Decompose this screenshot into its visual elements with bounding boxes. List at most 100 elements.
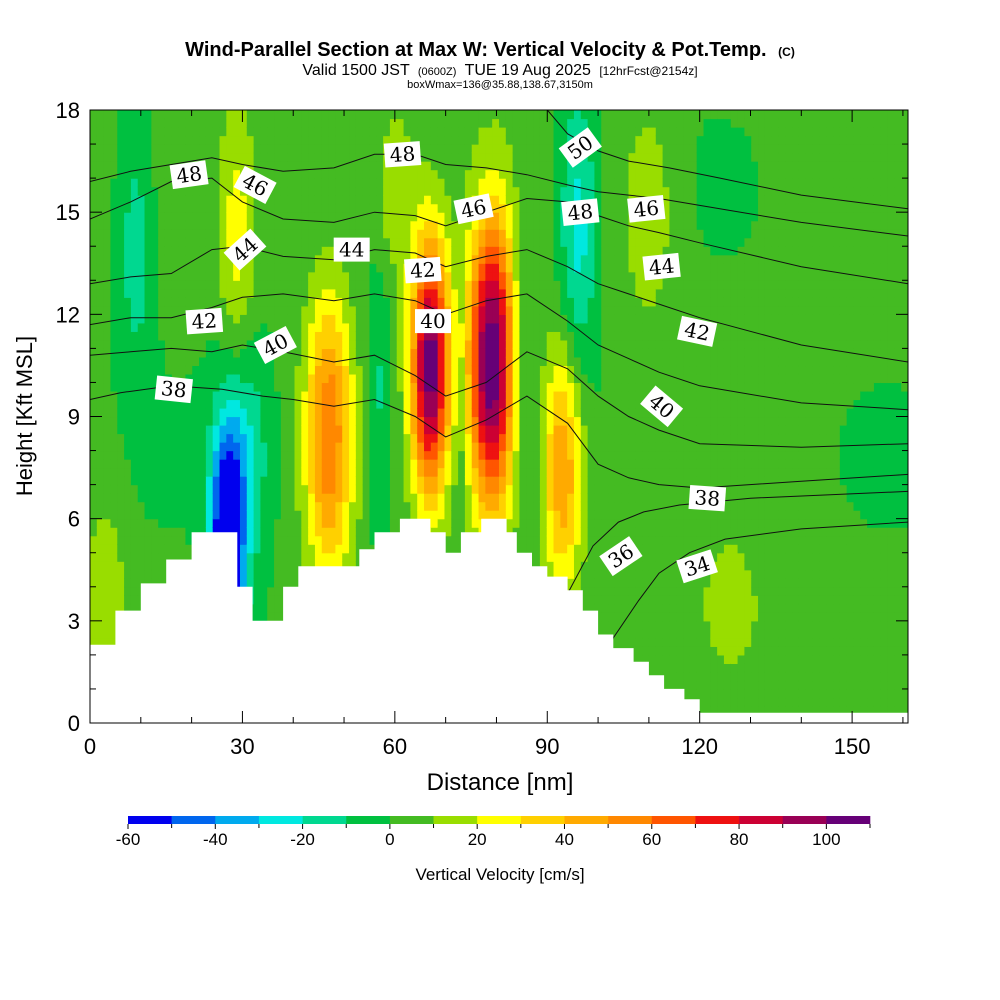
- velocity-cell: [424, 510, 432, 520]
- velocity-cell: [464, 118, 473, 128]
- velocity-cell: [458, 450, 466, 460]
- velocity-cell: [239, 135, 248, 145]
- velocity-cell: [239, 425, 248, 435]
- velocity-cell: [301, 561, 309, 571]
- velocity-cell: [383, 135, 391, 145]
- velocity-cell: [308, 254, 316, 264]
- velocity-cell: [96, 637, 105, 647]
- velocity-cell: [519, 110, 527, 120]
- velocity-cell: [492, 254, 500, 264]
- velocity-cell: [546, 365, 555, 375]
- velocity-cell: [280, 552, 289, 562]
- velocity-cell: [376, 339, 384, 349]
- velocity-cell: [192, 407, 200, 418]
- velocity-cell: [130, 246, 139, 256]
- velocity-cell: [417, 152, 425, 162]
- velocity-cell: [396, 339, 405, 349]
- velocity-cell: [512, 459, 521, 469]
- velocity-cell: [492, 263, 500, 273]
- velocity-cell: [464, 399, 473, 409]
- velocity-cell: [499, 195, 507, 205]
- velocity-cell: [383, 484, 391, 494]
- velocity-cell: [117, 407, 125, 418]
- velocity-cell: [335, 212, 343, 222]
- velocity-cell: [287, 578, 296, 588]
- velocity-cell: [294, 246, 302, 256]
- velocity-cell: [301, 373, 309, 384]
- velocity-cell: [342, 373, 350, 384]
- velocity-cell: [151, 501, 159, 511]
- velocity-cell: [158, 552, 166, 562]
- velocity-cell: [158, 501, 166, 511]
- velocity-cell: [117, 425, 125, 435]
- velocity-cell: [96, 288, 105, 298]
- velocity-cell: [117, 365, 125, 375]
- velocity-cell: [444, 331, 452, 341]
- velocity-cell: [499, 416, 507, 426]
- velocity-cell: [512, 365, 521, 375]
- velocity-cell: [96, 561, 105, 571]
- velocity-cell: [226, 195, 234, 205]
- velocity-cell: [533, 407, 541, 418]
- velocity-cell: [151, 144, 159, 154]
- velocity-cell: [185, 407, 193, 418]
- velocity-cell: [90, 288, 98, 298]
- velocity-cell: [478, 280, 486, 290]
- velocity-cell: [226, 356, 234, 367]
- velocity-cell: [117, 382, 125, 392]
- velocity-cell: [410, 467, 418, 477]
- velocity-cell: [246, 356, 255, 367]
- velocity-cell: [267, 535, 275, 545]
- velocity-cell: [239, 433, 248, 443]
- velocity-cell: [212, 229, 221, 239]
- velocity-cell: [308, 110, 316, 120]
- velocity-cell: [369, 373, 377, 384]
- velocity-cell: [151, 382, 159, 392]
- velocity-cell: [260, 552, 268, 562]
- velocity-cell: [137, 186, 146, 196]
- velocity-cell: [458, 305, 466, 315]
- velocity-cell: [267, 467, 275, 477]
- velocity-cell: [553, 339, 561, 349]
- velocity-cell: [171, 510, 180, 520]
- velocity-cell: [103, 603, 112, 613]
- velocity-cell: [164, 135, 173, 145]
- velocity-cell: [205, 331, 214, 341]
- velocity-cell: [376, 399, 384, 409]
- velocity-cell: [151, 263, 159, 273]
- velocity-cell: [130, 322, 139, 332]
- velocity-cell: [349, 331, 357, 341]
- velocity-cell: [253, 544, 262, 554]
- velocity-cell: [308, 331, 316, 341]
- velocity-cell: [539, 433, 548, 443]
- velocity-cell: [294, 501, 302, 511]
- velocity-cell: [199, 501, 207, 511]
- velocity-cell: [280, 220, 289, 230]
- velocity-cell: [103, 476, 112, 486]
- velocity-cell: [437, 161, 446, 171]
- velocity-cell: [253, 484, 262, 494]
- velocity-cell: [274, 203, 282, 213]
- velocity-cell: [424, 110, 432, 120]
- velocity-cell: [192, 416, 200, 426]
- velocity-cell: [403, 178, 411, 188]
- velocity-cell: [512, 493, 521, 503]
- velocity-cell: [124, 552, 132, 562]
- velocity-cell: [233, 493, 241, 503]
- velocity-cell: [90, 561, 98, 571]
- velocity-cell: [267, 595, 275, 605]
- velocity-cell: [274, 399, 282, 409]
- velocity-cell: [294, 186, 302, 196]
- velocity-cell: [205, 144, 214, 154]
- velocity-cell: [383, 390, 391, 401]
- velocity-cell: [485, 390, 493, 401]
- velocity-cell: [130, 578, 139, 588]
- velocity-cell: [342, 467, 350, 477]
- velocity-cell: [362, 288, 371, 298]
- velocity-cell: [96, 535, 105, 545]
- velocity-cell: [383, 280, 391, 290]
- velocity-cell: [192, 356, 200, 367]
- velocity-cell: [342, 535, 350, 545]
- velocity-cell: [117, 161, 125, 171]
- velocity-cell: [464, 425, 473, 435]
